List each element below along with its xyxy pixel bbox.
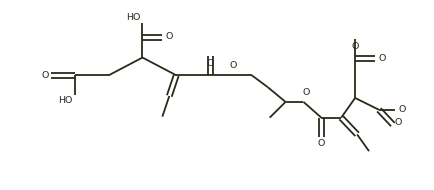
Text: O: O: [394, 118, 401, 127]
Text: O: O: [317, 139, 324, 148]
Text: O: O: [229, 61, 236, 70]
Text: O: O: [351, 42, 358, 51]
Text: O: O: [378, 54, 385, 63]
Text: HO: HO: [126, 13, 140, 22]
Text: O: O: [165, 32, 172, 41]
Text: HO: HO: [59, 96, 73, 105]
Text: O: O: [206, 59, 213, 67]
Text: O: O: [302, 88, 309, 97]
Text: O: O: [398, 105, 405, 114]
Text: O: O: [42, 71, 49, 80]
